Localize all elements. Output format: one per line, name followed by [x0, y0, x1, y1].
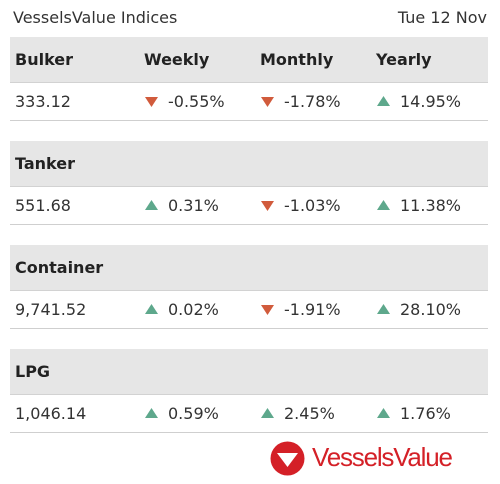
section-header: Tanker [10, 141, 488, 187]
section-header: LPG [10, 349, 488, 395]
arrow-up-icon [144, 302, 159, 317]
arrow-down-icon [260, 198, 275, 213]
section-header: Bulker Weekly Monthly Yearly [10, 37, 488, 83]
logo-text: VesselsValue [312, 442, 453, 472]
monthly-change-value: -1.03% [284, 196, 341, 215]
vesselsvalue-logo-icon [270, 441, 305, 476]
weekly-change: 0.31% [144, 187, 219, 224]
index-name: LPG [15, 362, 51, 381]
monthly-change: 2.45% [260, 395, 335, 432]
index-row: 333.12 -0.55% -1.78% 14.95% [10, 83, 488, 121]
monthly-change: -1.78% [260, 83, 341, 120]
monthly-change-value: -1.91% [284, 300, 341, 319]
index-section-lpg: LPG 1,046.14 0.59% 2.45% 1.76% [10, 349, 488, 433]
weekly-change: 0.02% [144, 291, 219, 328]
index-section-bulker: Bulker Weekly Monthly Yearly 333.12 -0.5… [10, 37, 488, 121]
arrow-up-icon [376, 198, 391, 213]
index-name: Bulker [15, 50, 74, 69]
monthly-change-value: -1.78% [284, 92, 341, 111]
weekly-change-value: -0.55% [168, 92, 225, 111]
column-yearly-header: Yearly [376, 50, 432, 69]
index-value: 9,741.52 [15, 300, 87, 319]
monthly-change: -1.03% [260, 187, 341, 224]
yearly-change: 28.10% [376, 291, 461, 328]
weekly-change: -0.55% [144, 83, 225, 120]
arrow-up-icon [144, 198, 159, 213]
index-value: 333.12 [15, 92, 71, 111]
index-row: 1,046.14 0.59% 2.45% 1.76% [10, 395, 488, 433]
index-name: Tanker [15, 154, 75, 173]
widget-date: Tue 12 Nov [397, 8, 487, 27]
index-row: 9,741.52 0.02% -1.91% 28.10% [10, 291, 488, 329]
yearly-change-value: 11.38% [400, 196, 462, 215]
weekly-change: 0.59% [144, 395, 219, 432]
index-name: Container [15, 258, 104, 277]
monthly-change-value: 2.45% [284, 404, 335, 423]
arrow-up-icon [376, 302, 391, 317]
arrow-up-icon [260, 406, 275, 421]
widget-title: VesselsValue Indices [13, 8, 178, 27]
yearly-change-value: 1.76% [400, 404, 451, 423]
yearly-change: 14.95% [376, 83, 461, 120]
arrow-up-icon [376, 94, 391, 109]
weekly-change-value: 0.31% [168, 196, 219, 215]
widget-header: VesselsValue Indices Tue 12 Nov [13, 8, 487, 30]
index-value: 551.68 [15, 196, 71, 215]
arrow-up-icon [144, 406, 159, 421]
weekly-change-value: 0.59% [168, 404, 219, 423]
monthly-change: -1.91% [260, 291, 341, 328]
yearly-change: 1.76% [376, 395, 451, 432]
index-section-tanker: Tanker 551.68 0.31% -1.03% 11.38% [10, 141, 488, 225]
arrow-down-icon [260, 94, 275, 109]
column-weekly-header: Weekly [144, 50, 210, 69]
yearly-change: 11.38% [376, 187, 461, 224]
arrow-up-icon [376, 406, 391, 421]
yearly-change-value: 14.95% [400, 92, 462, 111]
index-value: 1,046.14 [15, 404, 87, 423]
index-row: 551.68 0.31% -1.03% 11.38% [10, 187, 488, 225]
vesselsvalue-logo[interactable]: VesselsValue [270, 440, 470, 476]
weekly-change-value: 0.02% [168, 300, 219, 319]
column-monthly-header: Monthly [260, 50, 334, 69]
arrow-down-icon [260, 302, 275, 317]
section-header: Container [10, 245, 488, 291]
arrow-down-icon [144, 94, 159, 109]
yearly-change-value: 28.10% [400, 300, 462, 319]
index-section-container: Container 9,741.52 0.02% -1.91% 28.10% [10, 245, 488, 329]
